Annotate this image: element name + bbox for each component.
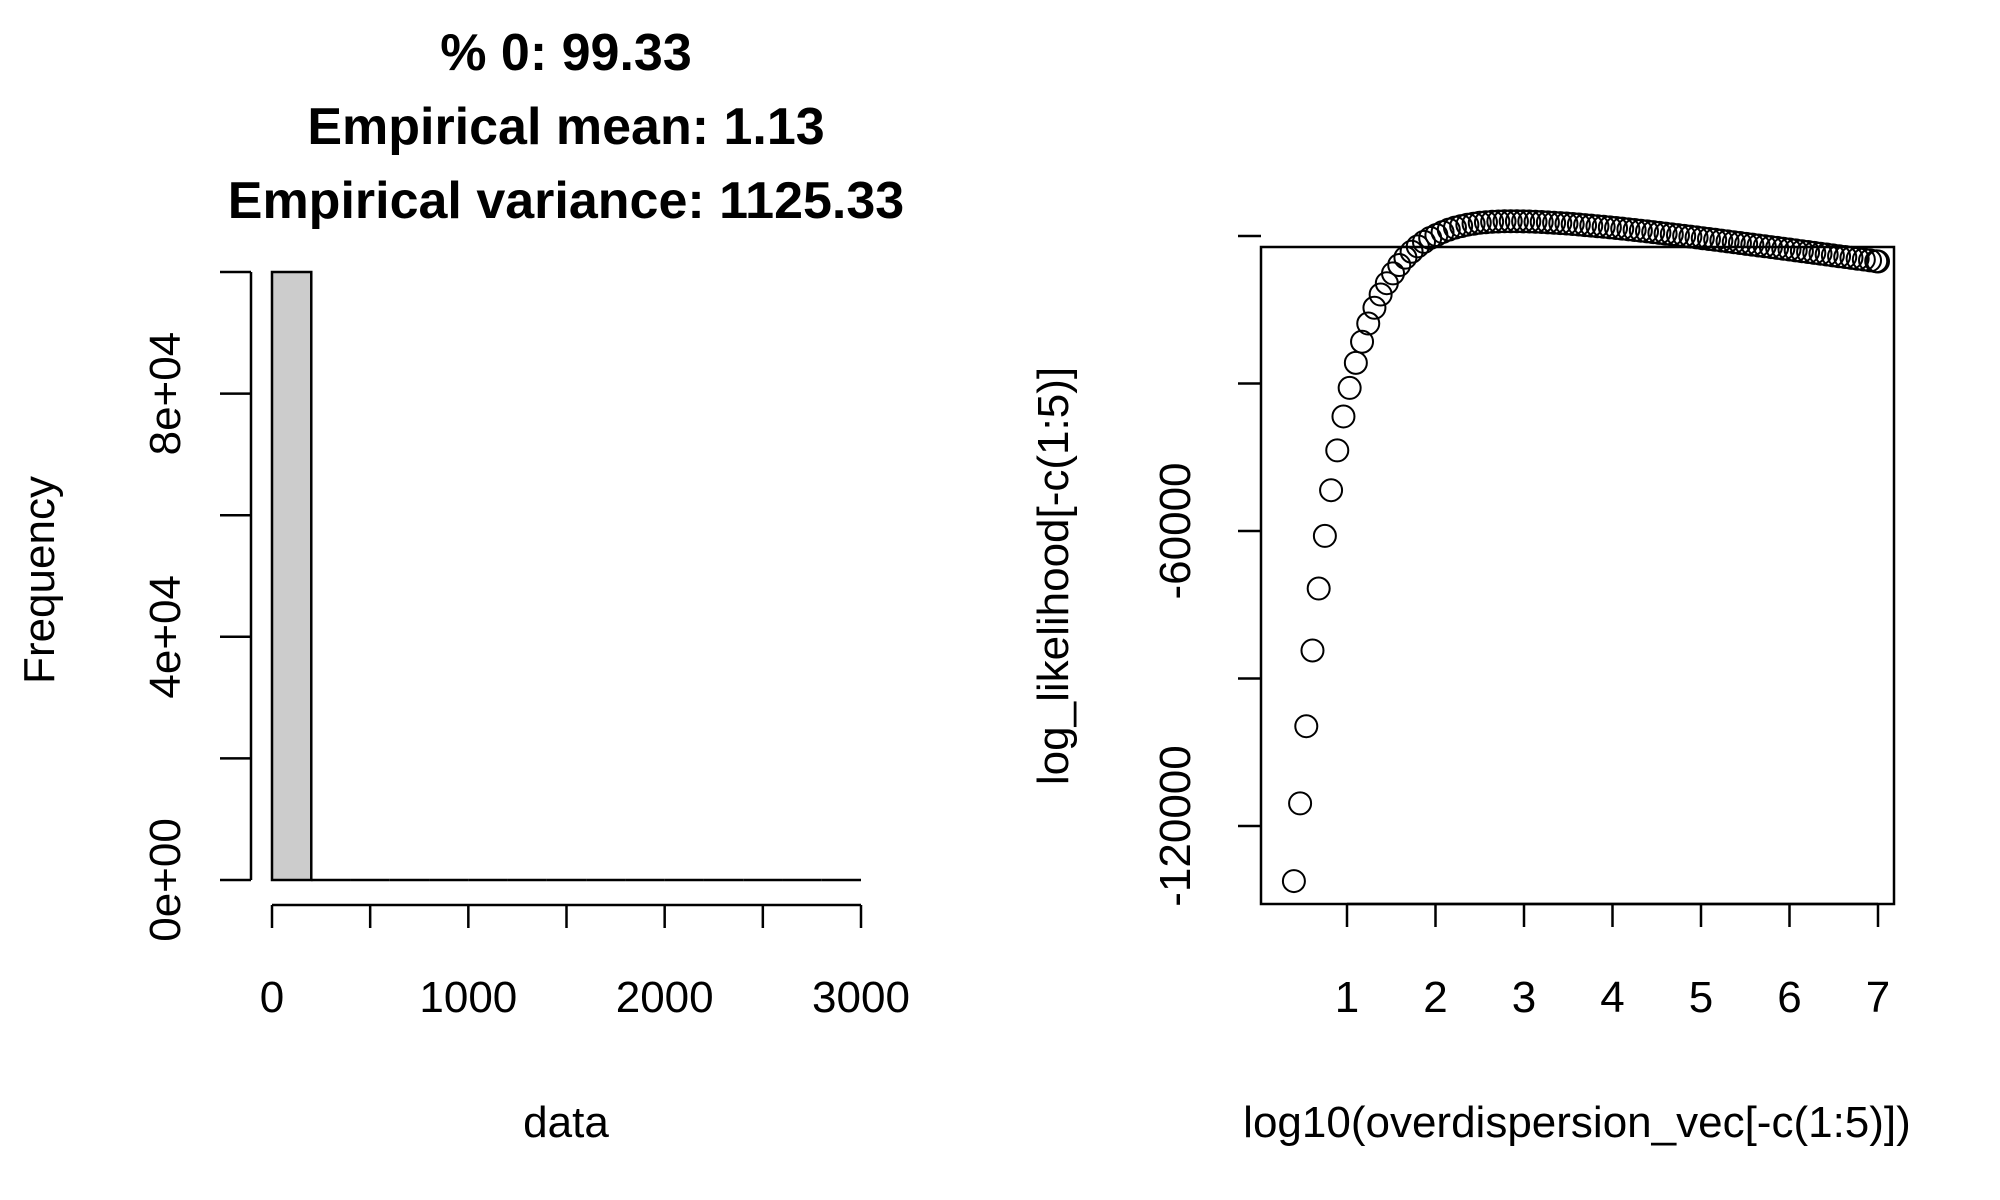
scatter-points — [1281, 209, 1890, 894]
scatter-point — [1325, 438, 1350, 463]
scatter-point — [1405, 234, 1430, 259]
x-axis: 1 2 3 4 5 6 7 — [1335, 902, 1890, 1022]
scatter-point — [1622, 218, 1647, 243]
scatter-point — [1312, 523, 1337, 548]
scatter-point — [1579, 213, 1604, 238]
chart-title-line-1: % 0: 99.33 — [440, 24, 692, 82]
scatter-point — [1517, 209, 1542, 234]
x-tick-label: 3000 — [812, 973, 910, 1022]
scatter-point — [1548, 211, 1573, 236]
scatter-point — [1610, 216, 1635, 241]
histogram-bar — [270, 270, 313, 882]
y-axis-title: log_likelihood[-c(1:5)] — [1029, 367, 1078, 785]
chart-title-line-3: Empirical variance: 1125.33 — [228, 172, 904, 230]
y-tick-label: 0e+00 — [141, 818, 190, 942]
y-tick-label: -120000 — [1151, 745, 1200, 906]
scatter-point — [1866, 249, 1890, 274]
scatter-point — [1381, 261, 1406, 286]
histogram-bars — [270, 270, 861, 882]
scatter-point — [1362, 295, 1387, 320]
scatter-point — [1591, 214, 1616, 239]
scatter-point — [1486, 209, 1511, 234]
scatter-point — [1387, 253, 1412, 278]
scatter-point — [1288, 791, 1313, 816]
x-tick-label: 2 — [1423, 973, 1447, 1022]
scatter-point — [1498, 209, 1523, 234]
scatter-point — [1480, 209, 1505, 234]
x-tick-label: 4 — [1600, 973, 1624, 1022]
scatter-point — [1597, 215, 1622, 240]
scatter-point — [1542, 210, 1567, 235]
scatter-point — [1306, 576, 1331, 601]
scatter-point — [1604, 216, 1629, 241]
scatter-point — [1523, 209, 1548, 234]
plot-box — [1259, 245, 1896, 906]
scatter-point — [1399, 239, 1424, 264]
scatter-point — [1504, 209, 1529, 234]
x-axis-title: data — [523, 1098, 609, 1147]
scatter-point — [1585, 214, 1610, 239]
scatter-point — [1616, 217, 1641, 242]
scatter-point — [1300, 638, 1325, 663]
x-tick-label: 3 — [1512, 973, 1536, 1022]
y-tick-label: 8e+04 — [141, 332, 190, 456]
y-axis: 0e+00 4e+04 8e+04 — [141, 270, 253, 942]
scatter-panel: 1 2 3 4 5 6 7 -120000 -60000 log10(overdispersi… — [1029, 209, 1911, 1147]
scatter-point — [1393, 245, 1418, 270]
chart-title-line-2: Empirical mean: 1.13 — [307, 98, 824, 156]
scatter-point — [1573, 213, 1598, 238]
scatter-point — [1492, 209, 1517, 234]
scatter-point — [1566, 212, 1591, 237]
scatter-point — [1529, 209, 1554, 234]
scatter-point — [1281, 869, 1306, 894]
scatter-point — [1411, 229, 1436, 254]
x-tick-label: 6 — [1777, 973, 1801, 1022]
scatter-point — [1467, 210, 1492, 235]
y-axis-title: Frequency — [15, 476, 64, 684]
x-axis: 0 1000 2000 3000 — [260, 903, 910, 1022]
x-tick-label: 7 — [1866, 973, 1890, 1022]
scatter-point — [1473, 210, 1498, 235]
x-tick-label: 2000 — [616, 973, 714, 1022]
x-tick-label: 1 — [1335, 973, 1359, 1022]
x-tick-label: 0 — [260, 973, 284, 1022]
scatter-point — [1294, 714, 1319, 739]
x-tick-label: 5 — [1689, 973, 1713, 1022]
scatter-point — [1337, 375, 1362, 400]
scatter-point — [1319, 478, 1344, 503]
y-tick-label: 4e+04 — [141, 575, 190, 699]
scatter-point — [1331, 404, 1356, 429]
scatter-point — [1628, 218, 1653, 243]
scatter-point — [1368, 282, 1393, 307]
scatter-point — [1356, 311, 1381, 336]
x-axis-title: log10(overdispersion_vec[-c(1:5)]) — [1243, 1098, 1911, 1147]
y-tick-label: -60000 — [1151, 462, 1200, 599]
scatter-point — [1554, 211, 1579, 236]
histogram-panel: % 0: 99.33 Empirical mean: 1.13 Empirica… — [15, 24, 910, 1147]
scatter-point — [1560, 212, 1585, 237]
y-axis: -120000 -60000 — [1151, 234, 1261, 907]
scatter-point — [1343, 350, 1368, 375]
x-tick-label: 1000 — [419, 973, 517, 1022]
scatter-point — [1350, 329, 1375, 354]
scatter-point — [1511, 209, 1536, 234]
scatter-point — [1535, 210, 1560, 235]
